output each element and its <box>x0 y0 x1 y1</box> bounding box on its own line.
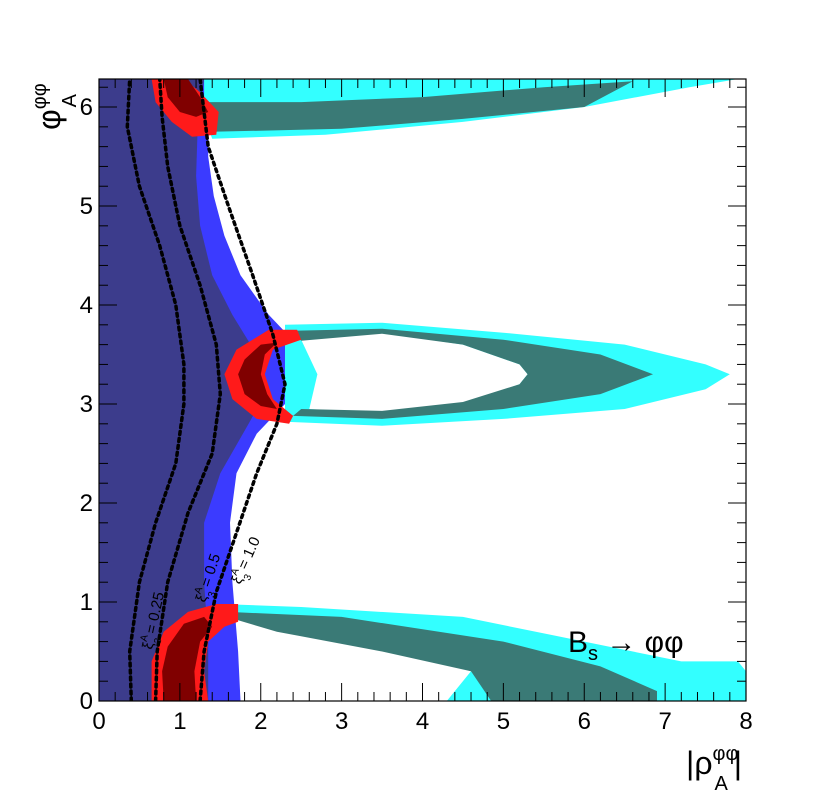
dark-blue-region <box>99 79 265 701</box>
y-axis-title: φφφ A <box>29 83 81 130</box>
x-tick-label: 8 <box>739 708 752 735</box>
x-tick-label: 1 <box>173 708 186 735</box>
x-tick-label: 2 <box>254 708 267 735</box>
process-annotation: Bs → φφ <box>568 626 684 665</box>
y-tick-label: 2 <box>80 490 93 517</box>
dark-red-top <box>163 79 209 117</box>
y-tick-label: 4 <box>80 292 93 319</box>
dark-red-middle <box>238 342 277 409</box>
y-tick-label: 0 <box>80 688 93 715</box>
xi-0.5-curve <box>153 79 223 701</box>
xi-1.0-curve <box>198 79 287 701</box>
red-middle <box>224 329 302 424</box>
x-tick-label: 7 <box>658 708 671 735</box>
dark-red-bottom <box>162 616 213 701</box>
y-tick-label: 1 <box>80 589 93 616</box>
x-axis-title: |ρφφ A| <box>686 743 742 795</box>
xi-0.25-curve <box>125 79 186 701</box>
confidence-regions <box>99 79 746 701</box>
teal-bottom <box>228 611 657 701</box>
x-tick-label: 6 <box>578 708 591 735</box>
xi-0.5-label: ξA3= 0.5 <box>191 551 230 606</box>
white-hole-middle <box>301 332 528 414</box>
contour-curves <box>125 79 287 701</box>
teal-top <box>204 81 633 132</box>
x-tick-label: 0 <box>92 708 105 735</box>
x-tick-label: 5 <box>497 708 510 735</box>
plot-frame <box>98 78 747 702</box>
y-tick-label: 3 <box>80 391 93 418</box>
y-tick-label: 5 <box>80 193 93 220</box>
y-tick-label: 6 <box>80 94 93 121</box>
x-tick-label: 4 <box>416 708 429 735</box>
axis-ticks: 0 1 2 3 4 5 6 7 8 0 1 2 3 4 5 6 <box>80 79 753 735</box>
teal-middle <box>293 328 653 419</box>
x-tick-label: 3 <box>335 708 348 735</box>
